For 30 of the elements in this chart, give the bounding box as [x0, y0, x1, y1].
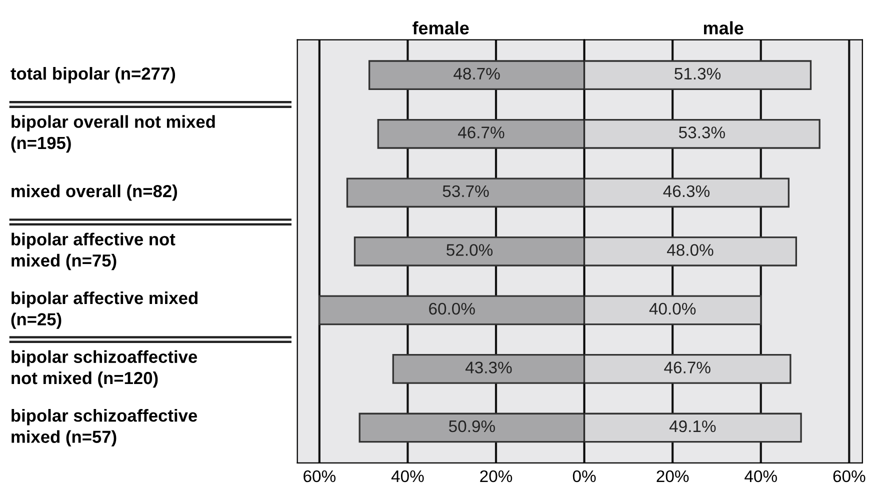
x-tick-label: 40% [744, 470, 777, 482]
x-tick-label: 20% [480, 470, 512, 482]
data-label: 40.0% [649, 302, 696, 315]
data-label: 46.7% [664, 362, 710, 374]
y-tick-label: bipolar affective not mixed (n=75) [12, 232, 176, 270]
data-label: 53.7% [442, 185, 489, 198]
chart-title: male [704, 21, 744, 34]
y-tick-label: bipolar schizoaffective not mixed (n=120) [12, 350, 198, 388]
data-label: 53.3% [678, 126, 725, 138]
y-tick-label: bipolar schizoaffective mixed (n=57) [12, 409, 198, 446]
data-label: 52.0% [446, 244, 493, 256]
data-label: 48.0% [667, 244, 714, 256]
data-label: 48.7% [454, 68, 500, 80]
x-tick-label: 40% [391, 470, 424, 482]
data-label: 50.9% [448, 420, 495, 432]
data-label: 49.1% [669, 420, 716, 432]
x-tick-label: 60% [833, 470, 866, 482]
data-label: 51.3% [674, 68, 721, 80]
data-label: 46.7% [458, 126, 504, 138]
x-tick-label: 60% [304, 470, 336, 482]
data-label: 43.3% [465, 362, 512, 374]
x-tick-label: 20% [656, 470, 689, 482]
y-tick-label: total bipolar (n=277) [10, 67, 176, 84]
y-tick-label: mixed overall (n=82) [12, 184, 178, 201]
data-label: 46.3% [663, 185, 710, 198]
x-tick-label: 0% [572, 470, 596, 482]
chart-title: female [412, 21, 469, 34]
data-label: 60.0% [429, 302, 475, 315]
y-tick-label: bipolar overall not mixed (n=195) [11, 115, 215, 153]
y-tick-label: bipolar affective mixed (n=25) [11, 291, 198, 329]
